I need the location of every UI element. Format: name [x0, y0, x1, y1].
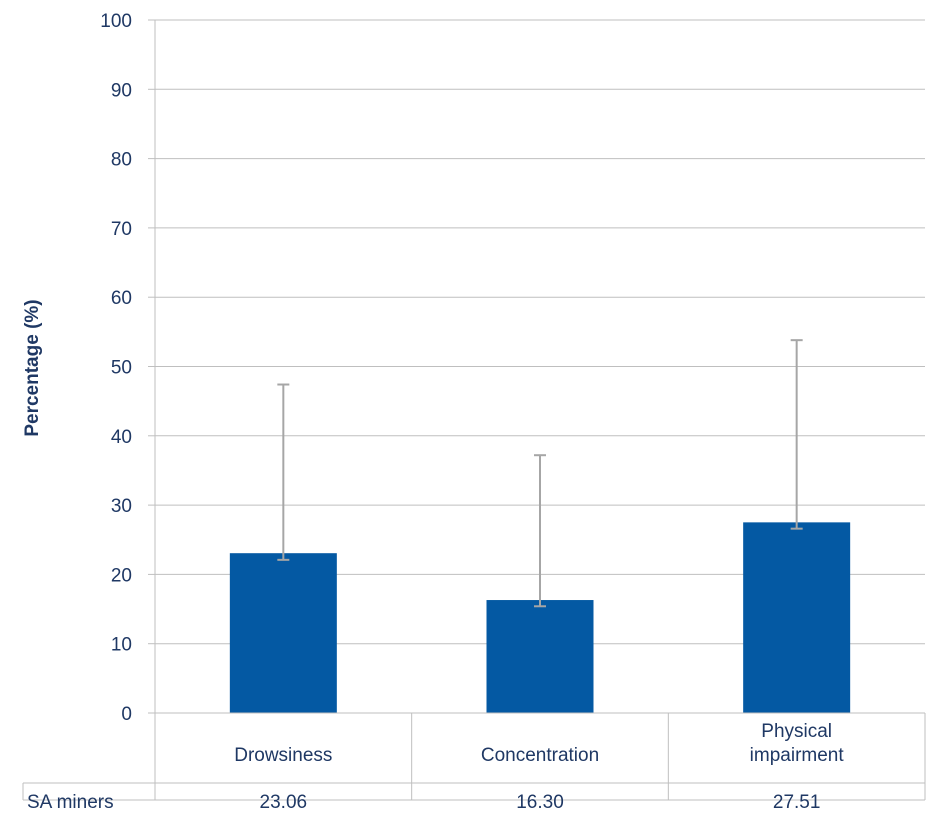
category-label: Drowsiness: [234, 745, 332, 766]
y-tick-label: 50: [111, 358, 132, 379]
y-axis-label: Percentage (%): [22, 299, 43, 436]
y-tick-label: 100: [100, 11, 132, 32]
y-tick-label: 0: [121, 704, 132, 725]
y-tick-label: 40: [111, 427, 132, 448]
y-tick-label: 80: [111, 150, 132, 171]
data-table-value: 27.51: [773, 792, 821, 813]
y-tick-label: 20: [111, 565, 132, 586]
error-bars: [277, 339, 803, 608]
series-label-bg: [24, 784, 154, 799]
bars: [229, 522, 851, 713]
y-tick-label: 10: [111, 635, 132, 656]
category-label: impairment: [750, 745, 845, 766]
y-tick-label: 30: [111, 496, 132, 517]
data-table-value: 23.06: [260, 792, 308, 813]
data-table: Drowsiness 23.06 Concentration 16.30 Physica…: [22, 712, 926, 813]
y-tick-label: 90: [111, 80, 132, 101]
data-table-value: 16.30: [516, 792, 564, 813]
bar-1: [486, 600, 594, 713]
y-tick-label: 70: [111, 219, 132, 240]
bar-2: [743, 522, 851, 713]
series-label: SA miners: [27, 792, 114, 813]
y-axis-ticks: 0 10 20 30 40 50 60 70 80 90 100: [100, 11, 132, 725]
category-label: Physical: [761, 721, 832, 742]
category-label: Concentration: [481, 745, 599, 766]
bar-0: [229, 553, 337, 713]
y-tick-label: 60: [111, 288, 132, 309]
